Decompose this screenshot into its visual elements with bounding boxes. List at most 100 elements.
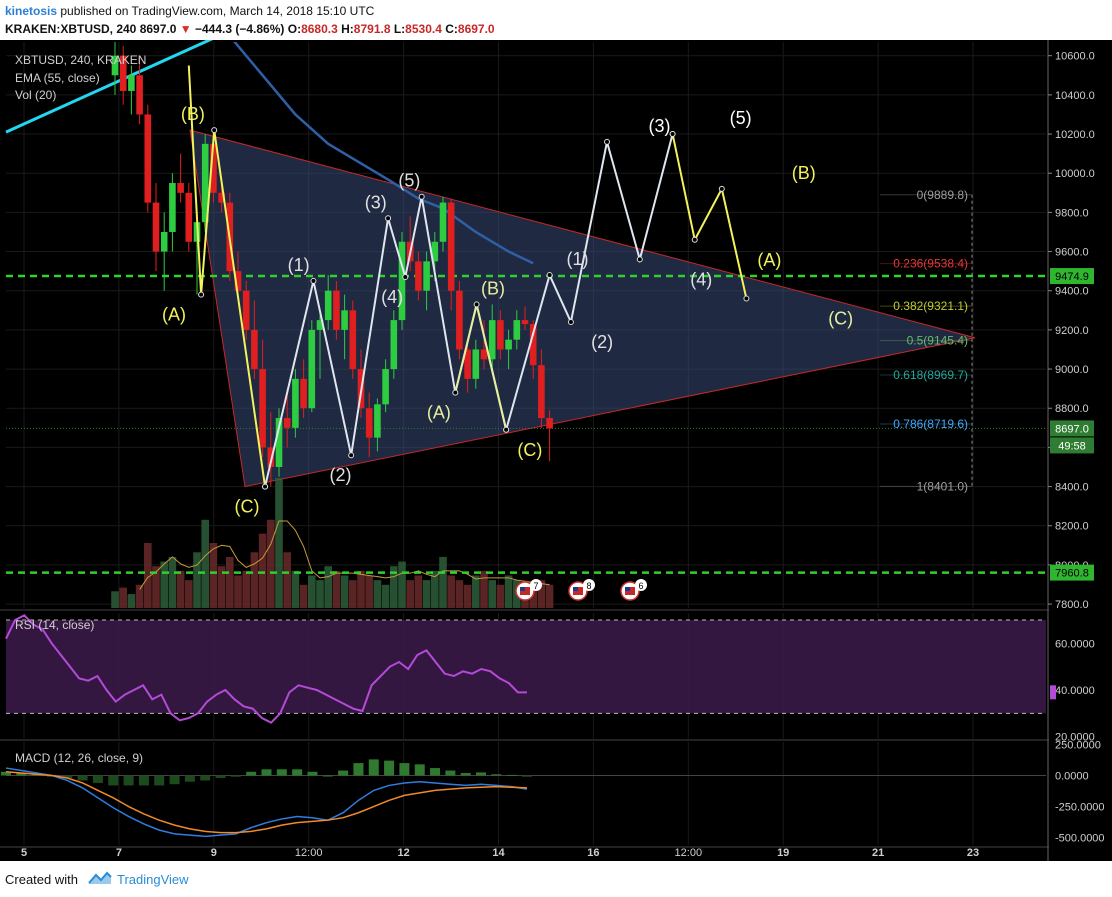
volume-bar	[390, 566, 398, 608]
wave-point	[473, 301, 480, 308]
tradingview-link[interactable]: TradingView	[117, 872, 189, 887]
volume-bar	[488, 580, 496, 608]
volume-bar	[340, 575, 349, 608]
event-flag-icon	[625, 587, 630, 591]
candle-body	[292, 378, 299, 428]
macd-tick-label: -250.0000	[1055, 802, 1105, 814]
wave-point	[604, 138, 610, 145]
macd-histogram-bar	[292, 769, 303, 776]
fibonacci-levels: 0(9889.8) 0.236(9538.4) 0.382(9321.1) 0.5(9…	[880, 188, 973, 493]
wave-point	[198, 291, 205, 298]
fib-level-label: 0.236(9538.4)	[893, 257, 968, 271]
macd-histogram-bar	[77, 775, 88, 781]
candle-body	[234, 271, 242, 291]
wave-point	[636, 256, 643, 263]
candle-body	[201, 143, 209, 223]
candle-body	[275, 418, 283, 467]
volume-bar	[316, 580, 324, 608]
macd-histogram-bar	[62, 775, 73, 778]
legend-vol: Vol (20)	[15, 88, 56, 102]
price-tick-label: 9600.0	[1055, 247, 1089, 259]
legend-rsi: RSI (14, close)	[15, 618, 94, 632]
volume-bar	[537, 580, 546, 608]
chart-area[interactable]: 9474.9 7960.8 0(9889.8) 0.236(9538.4) 0.382…	[0, 34, 1112, 861]
candle-body	[390, 320, 398, 370]
candle-body	[185, 192, 193, 242]
macd-histogram-bar	[154, 775, 165, 786]
candle-body	[456, 290, 463, 350]
volume-bar	[381, 584, 390, 608]
macd-histogram-bar	[476, 772, 487, 776]
price-tick-label: 10600.0	[1055, 51, 1095, 63]
macd-histogram-bar	[1, 771, 11, 776]
candle-body	[119, 55, 127, 91]
level-price-label: 9474.9	[1055, 271, 1089, 283]
volume-bar	[144, 543, 152, 608]
macd-histogram-bar	[184, 775, 195, 782]
volume-bar	[185, 580, 193, 608]
price-tick-label: 10200.0	[1055, 129, 1095, 141]
macd-histogram-bar	[322, 775, 333, 777]
price-tick-label: 10400.0	[1055, 90, 1095, 102]
macd-tick-label: -500.0000	[1055, 833, 1105, 845]
legend-ema: EMA (55, close)	[15, 71, 100, 85]
event-count-badge	[583, 579, 595, 591]
candle-body	[423, 261, 430, 291]
macd-histogram-bar	[169, 775, 180, 785]
volume-bar	[226, 556, 234, 608]
volume-bar	[349, 580, 357, 608]
macd-histogram-bar	[384, 760, 395, 776]
volume-bar	[119, 587, 127, 608]
ema-line	[233, 42, 534, 265]
wave-labels: (A) (B) (C) (1) (2) (3) (4) (5) (A) (B) (C) (1) (2) (…	[162, 104, 853, 516]
event-markers[interactable]: 7 8 6	[515, 579, 647, 601]
fib-level-label: 0.5(9145.4)	[907, 334, 968, 348]
wave-label: (3)	[365, 192, 387, 212]
price-tick-label: 9200.0	[1055, 325, 1089, 337]
level-price-tag	[1050, 268, 1094, 285]
created-with-text: Created with	[5, 872, 78, 887]
macd-histogram-bar	[230, 775, 241, 777]
price-tick-label: 9400.0	[1055, 286, 1089, 298]
candle-body	[521, 320, 529, 325]
volume-bar	[242, 570, 250, 608]
macd-histogram-bar	[92, 775, 103, 783]
candle-body	[415, 261, 422, 291]
rsi-tick-label: 60.0000	[1055, 638, 1095, 650]
time-tick-label: 23	[967, 847, 979, 859]
candle-body	[431, 241, 439, 262]
close-label: C:	[445, 22, 458, 36]
chart-svg[interactable]: 9474.9 7960.8 0(9889.8) 0.236(9538.4) 0.382…	[0, 34, 1112, 861]
volume-bar	[152, 566, 160, 608]
candle-body	[382, 369, 389, 405]
macd-histogram-bar	[491, 774, 502, 776]
time-tick-label: 5	[21, 847, 27, 859]
macd-histogram-bar	[16, 773, 27, 776]
fib-level-label: 0(9889.8)	[917, 188, 968, 202]
candle-body	[259, 369, 266, 448]
wave-label: (C)	[235, 497, 260, 517]
macd-histogram-bar	[276, 769, 287, 776]
candle-body	[488, 320, 496, 360]
rsi-tick-label: 20.0000	[1055, 732, 1095, 744]
volume-bar	[258, 533, 267, 608]
macd-histogram-bar	[123, 775, 134, 786]
author-link[interactable]: kinetosis	[5, 4, 58, 18]
macd-histogram-bar	[522, 775, 532, 777]
candle-body	[308, 329, 316, 409]
wave-point	[211, 127, 218, 134]
candle-body	[365, 408, 373, 438]
candle-body	[497, 320, 504, 350]
wave-point	[310, 277, 317, 284]
volume-bar	[406, 580, 414, 608]
volume-bar	[127, 594, 136, 608]
volume-bar	[299, 584, 308, 608]
countdown-label: 49:58	[1058, 440, 1086, 452]
time-tick-label: 19	[777, 847, 789, 859]
wave-label: (C)	[828, 309, 853, 329]
level-price-label: 7960.8	[1055, 568, 1089, 580]
candle-body	[136, 75, 143, 115]
time-tick-label: 14	[492, 847, 505, 859]
grid	[0, 40, 1112, 861]
candle-body	[160, 231, 168, 252]
